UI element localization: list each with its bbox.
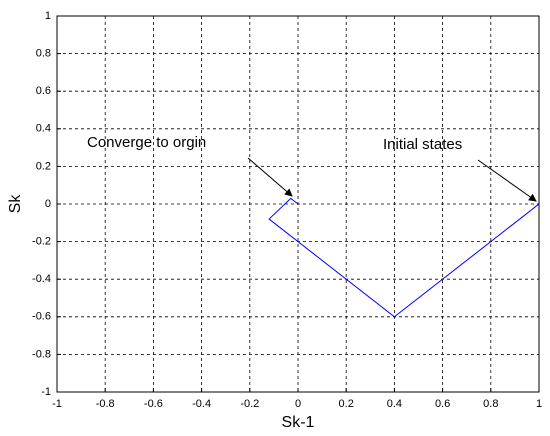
x-tick-label: -0.6 xyxy=(144,398,163,410)
y-tick-label: -0.8 xyxy=(32,348,51,360)
x-tick-label: 0 xyxy=(295,398,301,410)
x-tick-label: 1 xyxy=(536,398,542,410)
y-tick-label: -0.6 xyxy=(32,311,51,323)
x-tick-label: 0.4 xyxy=(387,398,402,410)
x-axis-label: Sk-1 xyxy=(282,414,315,431)
annotation: Initial states xyxy=(383,136,462,153)
x-tick-label: 0.6 xyxy=(435,398,450,410)
y-tick-label: 0.6 xyxy=(36,85,51,97)
y-axis-label: Sk xyxy=(7,194,24,214)
annotation: Converge to orgin xyxy=(87,134,206,151)
data-line xyxy=(268,197,540,318)
x-tick-label: 0.2 xyxy=(339,398,354,410)
y-tick-label: 1 xyxy=(45,10,51,22)
x-tick-label: 0.8 xyxy=(483,398,498,410)
y-tick-label: -1 xyxy=(41,386,51,398)
y-tick-label: -0.4 xyxy=(32,273,51,285)
y-tick-label: -0.2 xyxy=(32,236,51,248)
y-tick-label: 0.8 xyxy=(36,48,51,60)
annotation-arrow xyxy=(247,157,293,197)
y-tick-label: 0.4 xyxy=(36,123,51,135)
y-tick-label: 0 xyxy=(45,198,51,210)
y-tick-label: 0.2 xyxy=(36,160,51,172)
x-tick-label: -1 xyxy=(52,398,62,410)
annotation-arrow xyxy=(477,159,537,202)
x-tick-label: -0.4 xyxy=(192,398,211,410)
x-tick-label: -0.8 xyxy=(96,398,115,410)
x-tick-label: -0.2 xyxy=(240,398,259,410)
